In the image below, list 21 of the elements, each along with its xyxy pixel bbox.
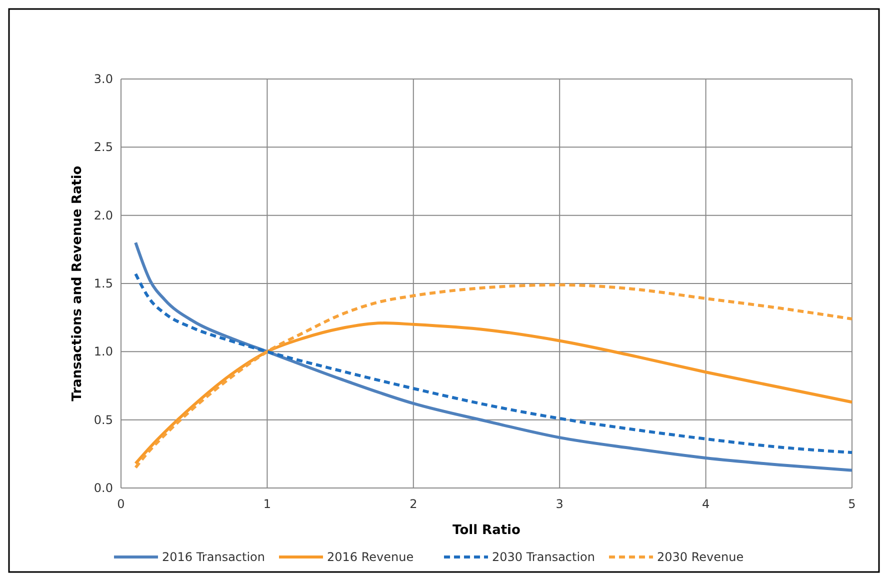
line-series xyxy=(134,322,854,465)
x-tick-label: 0 xyxy=(117,497,125,511)
x-tick-label: 1 xyxy=(263,497,272,511)
legend-label: 2016 Revenue xyxy=(327,550,414,564)
x-axis-title: Toll Ratio xyxy=(452,523,521,538)
y-tick-label: 2.0 xyxy=(94,208,113,222)
x-tick-label: 2 xyxy=(410,497,418,511)
y-axis-title: Transactions and Revenue Ratio xyxy=(70,166,85,402)
y-tick-label: 1.5 xyxy=(94,276,113,290)
y-tick-label: 0.5 xyxy=(94,412,113,427)
y-tick-label: 0.0 xyxy=(94,481,113,495)
y-tick-label: 2.5 xyxy=(94,140,113,154)
legend-label: 2016 Transaction xyxy=(162,550,266,564)
y-tick-label: 3.0 xyxy=(94,72,113,86)
x-tick-label: 4 xyxy=(702,497,710,511)
line-series xyxy=(134,241,854,472)
legend-label: 2030 Revenue xyxy=(657,550,744,564)
legend-label: 2030 Transaction xyxy=(492,550,596,564)
x-tick-label: 5 xyxy=(848,497,856,511)
x-tick-label: 3 xyxy=(556,497,564,511)
y-tick-label: 1.0 xyxy=(94,344,113,359)
